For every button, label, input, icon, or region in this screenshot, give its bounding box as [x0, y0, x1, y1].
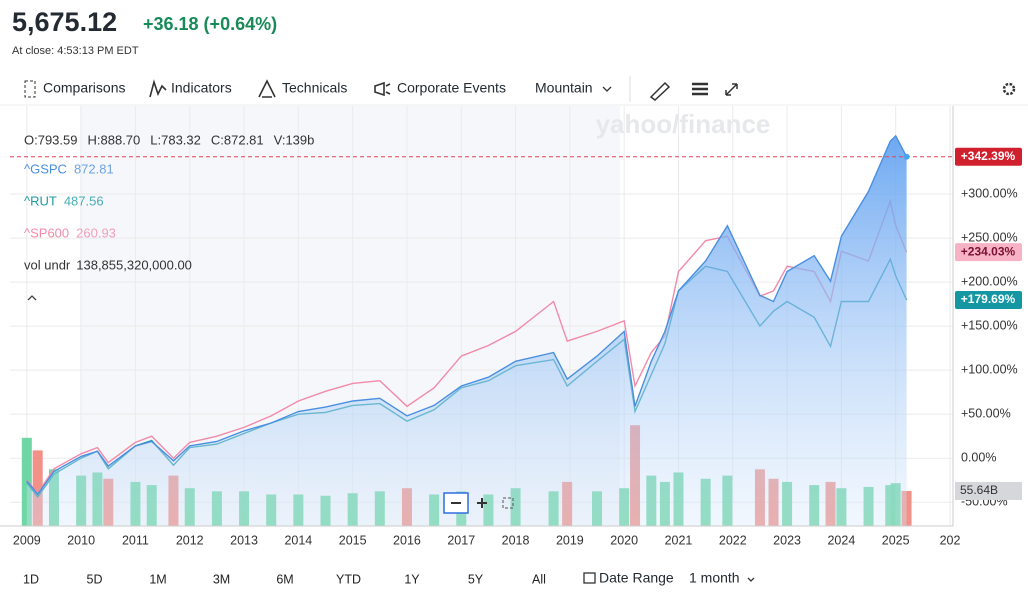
y-tick-label: +200.00%: [961, 274, 1018, 288]
y-tick-label: +50.00%: [961, 406, 1011, 420]
legend-name[interactable]: ^SP600: [24, 225, 69, 240]
icon: [149, 79, 167, 98]
legend-name[interactable]: vol undr: [24, 257, 71, 272]
area: [26, 135, 907, 526]
zoom-reset[interactable]: [502, 497, 514, 509]
range-button[interactable]: 3M: [213, 572, 230, 586]
ohlc-value: V:139b: [274, 132, 315, 147]
collapse-icon[interactable]: [27, 295, 37, 301]
toolbar: Comparisons Indicators Technicals Corpor…: [24, 76, 1016, 102]
toolbar-button[interactable]: Indicators: [171, 80, 232, 96]
x-tick-label: 2012: [176, 533, 204, 547]
legend-value: 872.81: [74, 161, 114, 176]
icon[interactable]: [649, 81, 671, 101]
y-tick-label: 0.00%: [961, 450, 996, 464]
end-label-box: [955, 147, 1022, 166]
close-time: At close: 4:53:13 PM EDT: [12, 45, 139, 57]
watermark: yahoo/finance: [596, 109, 771, 139]
volume-bar: [32, 450, 43, 526]
icon: [602, 86, 612, 92]
x-tick-label: 2016: [393, 533, 421, 547]
end-label: +234.03%: [961, 244, 1016, 258]
icon: [374, 81, 391, 97]
end-label-box: [955, 243, 1022, 262]
zoom-controls: [443, 492, 514, 514]
x-tick-label: 2021: [665, 533, 693, 547]
toolbar-button[interactable]: Mountain: [535, 80, 593, 96]
plot: [10, 106, 953, 526]
ohlc: O:793.59 H:888.70 L:783.32 C:872.81 V:139b: [24, 132, 314, 147]
zoom-in[interactable]: [477, 498, 487, 508]
toolbar-button[interactable]: Comparisons: [43, 80, 125, 96]
x-tick-label: 2024: [827, 533, 855, 547]
x-tick-label: 2018: [502, 533, 530, 547]
ohlc-value: O:793.59: [24, 132, 78, 147]
x-tick-label: 2017: [447, 533, 475, 547]
legend-value: 260.93: [76, 225, 116, 240]
x-tick-label: 2019: [556, 533, 584, 547]
ohlc-value: H:888.70: [88, 132, 141, 147]
end-label-box: [955, 481, 1022, 500]
end-label: 55.64B: [960, 483, 998, 497]
legend: ^GSPC 872.81 ^RUT 487.56 ^SP600 260.93 vol und…: [24, 161, 192, 272]
icon: [258, 79, 276, 98]
x-tick-label: 2010: [67, 533, 95, 547]
x-tick-label: 2011: [122, 533, 149, 547]
price: 5,675.12: [12, 7, 117, 37]
icon[interactable]: [692, 82, 708, 96]
ohlc-value: L:783.32: [150, 132, 201, 147]
x-tick-label: 2023: [773, 533, 801, 547]
end-label: +179.69%: [961, 292, 1016, 306]
range-button[interactable]: All: [532, 572, 546, 586]
legend-value: 487.56: [64, 193, 104, 208]
price-change: +36.18 (+0.64%): [143, 14, 277, 34]
end-label-box: [955, 290, 1022, 309]
range-button[interactable]: 6M: [276, 572, 293, 586]
range-button[interactable]: 5D: [87, 572, 103, 586]
icon[interactable]: [725, 83, 738, 96]
legend-value: 138,855,320,000.00: [76, 257, 192, 272]
range-button[interactable]: YTD: [336, 572, 361, 586]
x-tick-label: 202: [940, 533, 961, 547]
x-tick-label: 2009: [13, 533, 41, 547]
date-range[interactable]: Date Range: [599, 570, 674, 586]
settings-icon[interactable]: [1002, 82, 1016, 96]
series-line: [26, 134, 908, 496]
last-point: [903, 153, 910, 160]
toolbar-button[interactable]: Technicals: [282, 80, 347, 96]
y-tick-label: +150.00%: [961, 318, 1018, 332]
y-tick-label: +250.00%: [961, 230, 1018, 244]
end-label: +342.39%: [961, 149, 1016, 163]
series-line: [26, 198, 908, 495]
x-tick-label: 2013: [230, 533, 258, 547]
x-tick-label: 2015: [339, 533, 367, 547]
icon: [747, 577, 755, 582]
legend-name[interactable]: ^GSPC: [24, 161, 67, 176]
icon: [24, 80, 36, 98]
interval[interactable]: 1 month: [689, 570, 740, 586]
range-button[interactable]: 1Y: [404, 572, 420, 586]
calendar-icon: [583, 572, 596, 584]
y-tick-label: +100.00%: [961, 362, 1018, 376]
toolbar-button[interactable]: Corporate Events: [397, 80, 506, 96]
x-tick-label: 2025: [882, 533, 910, 547]
y-tick-label: +300.00%: [961, 186, 1018, 200]
x-tick-label: 2022: [719, 533, 747, 547]
legend-name[interactable]: ^RUT: [24, 193, 57, 208]
range-button[interactable]: 1D: [23, 572, 39, 586]
x-tick-label: 2014: [284, 533, 312, 547]
range-button[interactable]: 5Y: [468, 572, 484, 586]
x-tick-label: 2020: [610, 533, 638, 547]
range-bar: 1D 5D 1M 3M 6M YTD 1Y 5Y All: [23, 572, 546, 586]
range-button[interactable]: 1M: [149, 572, 166, 586]
ohlc-value: C:872.81: [211, 132, 264, 147]
